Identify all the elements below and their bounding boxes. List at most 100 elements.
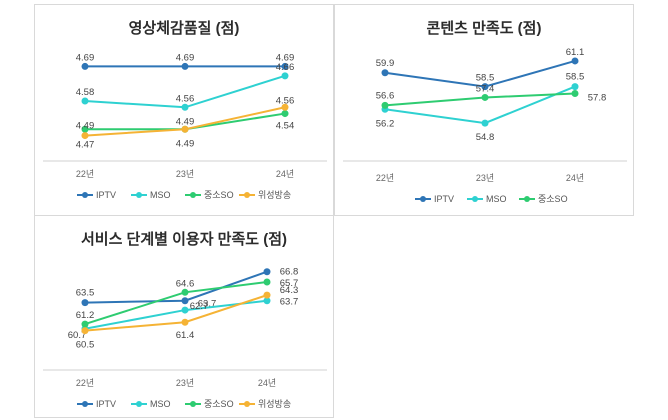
- data-point: [281, 62, 289, 70]
- data-label: 61.4: [176, 330, 195, 341]
- legend-item-중소SO: 중소SO: [185, 399, 234, 409]
- data-point: [181, 306, 189, 314]
- legend-marker: [82, 401, 88, 407]
- legend-marker: [82, 192, 88, 198]
- data-label: 62.7: [190, 301, 209, 312]
- legend-item-MSO: MSO: [467, 194, 507, 204]
- data-point: [263, 297, 271, 305]
- data-label: 64.6: [176, 278, 195, 289]
- data-point: [381, 101, 389, 109]
- data-point: [81, 97, 89, 105]
- x-tick-label: 24년: [566, 173, 584, 183]
- data-point: [281, 103, 289, 111]
- data-label: 54.8: [476, 132, 495, 143]
- data-point: [81, 299, 89, 307]
- x-tick-label: 23년: [176, 169, 194, 179]
- legend-label: MSO: [150, 190, 171, 200]
- legend-item-위성방송: 위성방송: [239, 399, 291, 409]
- data-point: [263, 291, 271, 299]
- legend-marker: [190, 401, 196, 407]
- legend-marker: [190, 192, 196, 198]
- data-label: 63.5: [76, 288, 95, 299]
- data-label: 4.49: [176, 116, 195, 127]
- data-point: [181, 288, 189, 296]
- legend-item-MSO: MSO: [131, 190, 171, 200]
- data-point: [571, 90, 579, 98]
- x-tick-label: 22년: [376, 173, 394, 183]
- data-label: 57.4: [476, 83, 495, 94]
- data-label: 60.5: [76, 340, 95, 351]
- data-label: 4.56: [276, 95, 295, 106]
- data-point: [181, 125, 189, 133]
- legend-label: 중소SO: [538, 194, 568, 204]
- data-point: [181, 297, 189, 305]
- data-label: 66.8: [280, 267, 299, 278]
- chart-panel-video-quality: 영상체감품질 (점) 22년 23년 24년 4.69 4.69 4.69 4.58 4.56…: [34, 4, 334, 216]
- legend-item-MSO: MSO: [131, 399, 171, 409]
- data-point: [81, 125, 89, 133]
- data-label: 61.1: [566, 47, 585, 58]
- data-point: [381, 69, 389, 77]
- data-label: 4.69: [76, 52, 95, 63]
- data-point: [481, 119, 489, 127]
- data-point: [81, 132, 89, 140]
- line-chart: 22년 23년 24년 59.9 58.5 61.1 56.2 54.8 58.5 56.6 57.…: [343, 47, 627, 204]
- legend-label: MSO: [486, 194, 507, 204]
- data-point: [281, 110, 289, 118]
- data-label: 58.5: [476, 73, 495, 84]
- x-tick-label: 24년: [276, 169, 294, 179]
- chart-title: 서비스 단계별 이용자 만족도 (점): [80, 231, 288, 248]
- legend-item-IPTV: IPTV: [415, 194, 454, 204]
- data-label: 4.66: [276, 62, 295, 73]
- data-point: [181, 103, 189, 111]
- line-chart: 22년 23년 24년 4.69 4.69 4.69 4.58 4.56 4.66 4.49 4.4…: [43, 52, 327, 200]
- data-label: 60.7: [68, 330, 87, 341]
- data-point: [81, 62, 89, 70]
- legend-label: 중소SO: [204, 190, 234, 200]
- legend-label: 위성방송: [258, 190, 291, 200]
- legend-item-IPTV: IPTV: [77, 190, 116, 200]
- data-label: 65.7: [280, 278, 299, 289]
- data-label: 4.58: [76, 87, 95, 98]
- data-point: [571, 83, 579, 91]
- legend-marker: [136, 401, 142, 407]
- x-tick-label: 24년: [258, 378, 276, 388]
- legend-marker: [472, 196, 478, 202]
- chart-title: 영상체감품질 (점): [128, 20, 240, 37]
- legend-label: IPTV: [434, 194, 454, 204]
- data-label: 4.54: [276, 121, 295, 132]
- data-label: 63.7: [198, 299, 217, 310]
- data-label: 4.49: [176, 138, 195, 149]
- legend-item-중소SO: 중소SO: [185, 190, 234, 200]
- data-label: 56.2: [376, 118, 395, 129]
- data-label: 57.8: [588, 93, 607, 104]
- legend-marker: [244, 401, 250, 407]
- data-point: [263, 268, 271, 276]
- data-label: 64.3: [280, 285, 299, 296]
- x-tick-label: 22년: [76, 169, 94, 179]
- data-label: 4.69: [176, 52, 195, 63]
- data-point: [81, 320, 89, 328]
- data-point: [281, 72, 289, 80]
- data-point: [81, 327, 89, 335]
- data-point: [181, 62, 189, 70]
- legend-marker: [420, 196, 426, 202]
- data-label: 56.6: [376, 90, 395, 101]
- data-label: 4.47: [76, 140, 95, 151]
- x-tick-label: 22년: [76, 378, 94, 388]
- legend-item-위성방송: 위성방송: [239, 190, 291, 200]
- data-label: 58.5: [566, 72, 585, 83]
- data-point: [481, 93, 489, 101]
- x-tick-label: 23년: [476, 173, 494, 183]
- series-line-중소SO: [384, 92, 576, 107]
- legend-marker: [244, 192, 250, 198]
- x-tick-label: 23년: [176, 378, 194, 388]
- legend-label: IPTV: [96, 190, 116, 200]
- data-point: [571, 57, 579, 65]
- legend-label: IPTV: [96, 399, 116, 409]
- legend-label: 위성방송: [258, 399, 291, 409]
- data-label: 63.7: [280, 297, 299, 308]
- data-label: 61.2: [76, 310, 95, 321]
- data-point: [181, 318, 189, 326]
